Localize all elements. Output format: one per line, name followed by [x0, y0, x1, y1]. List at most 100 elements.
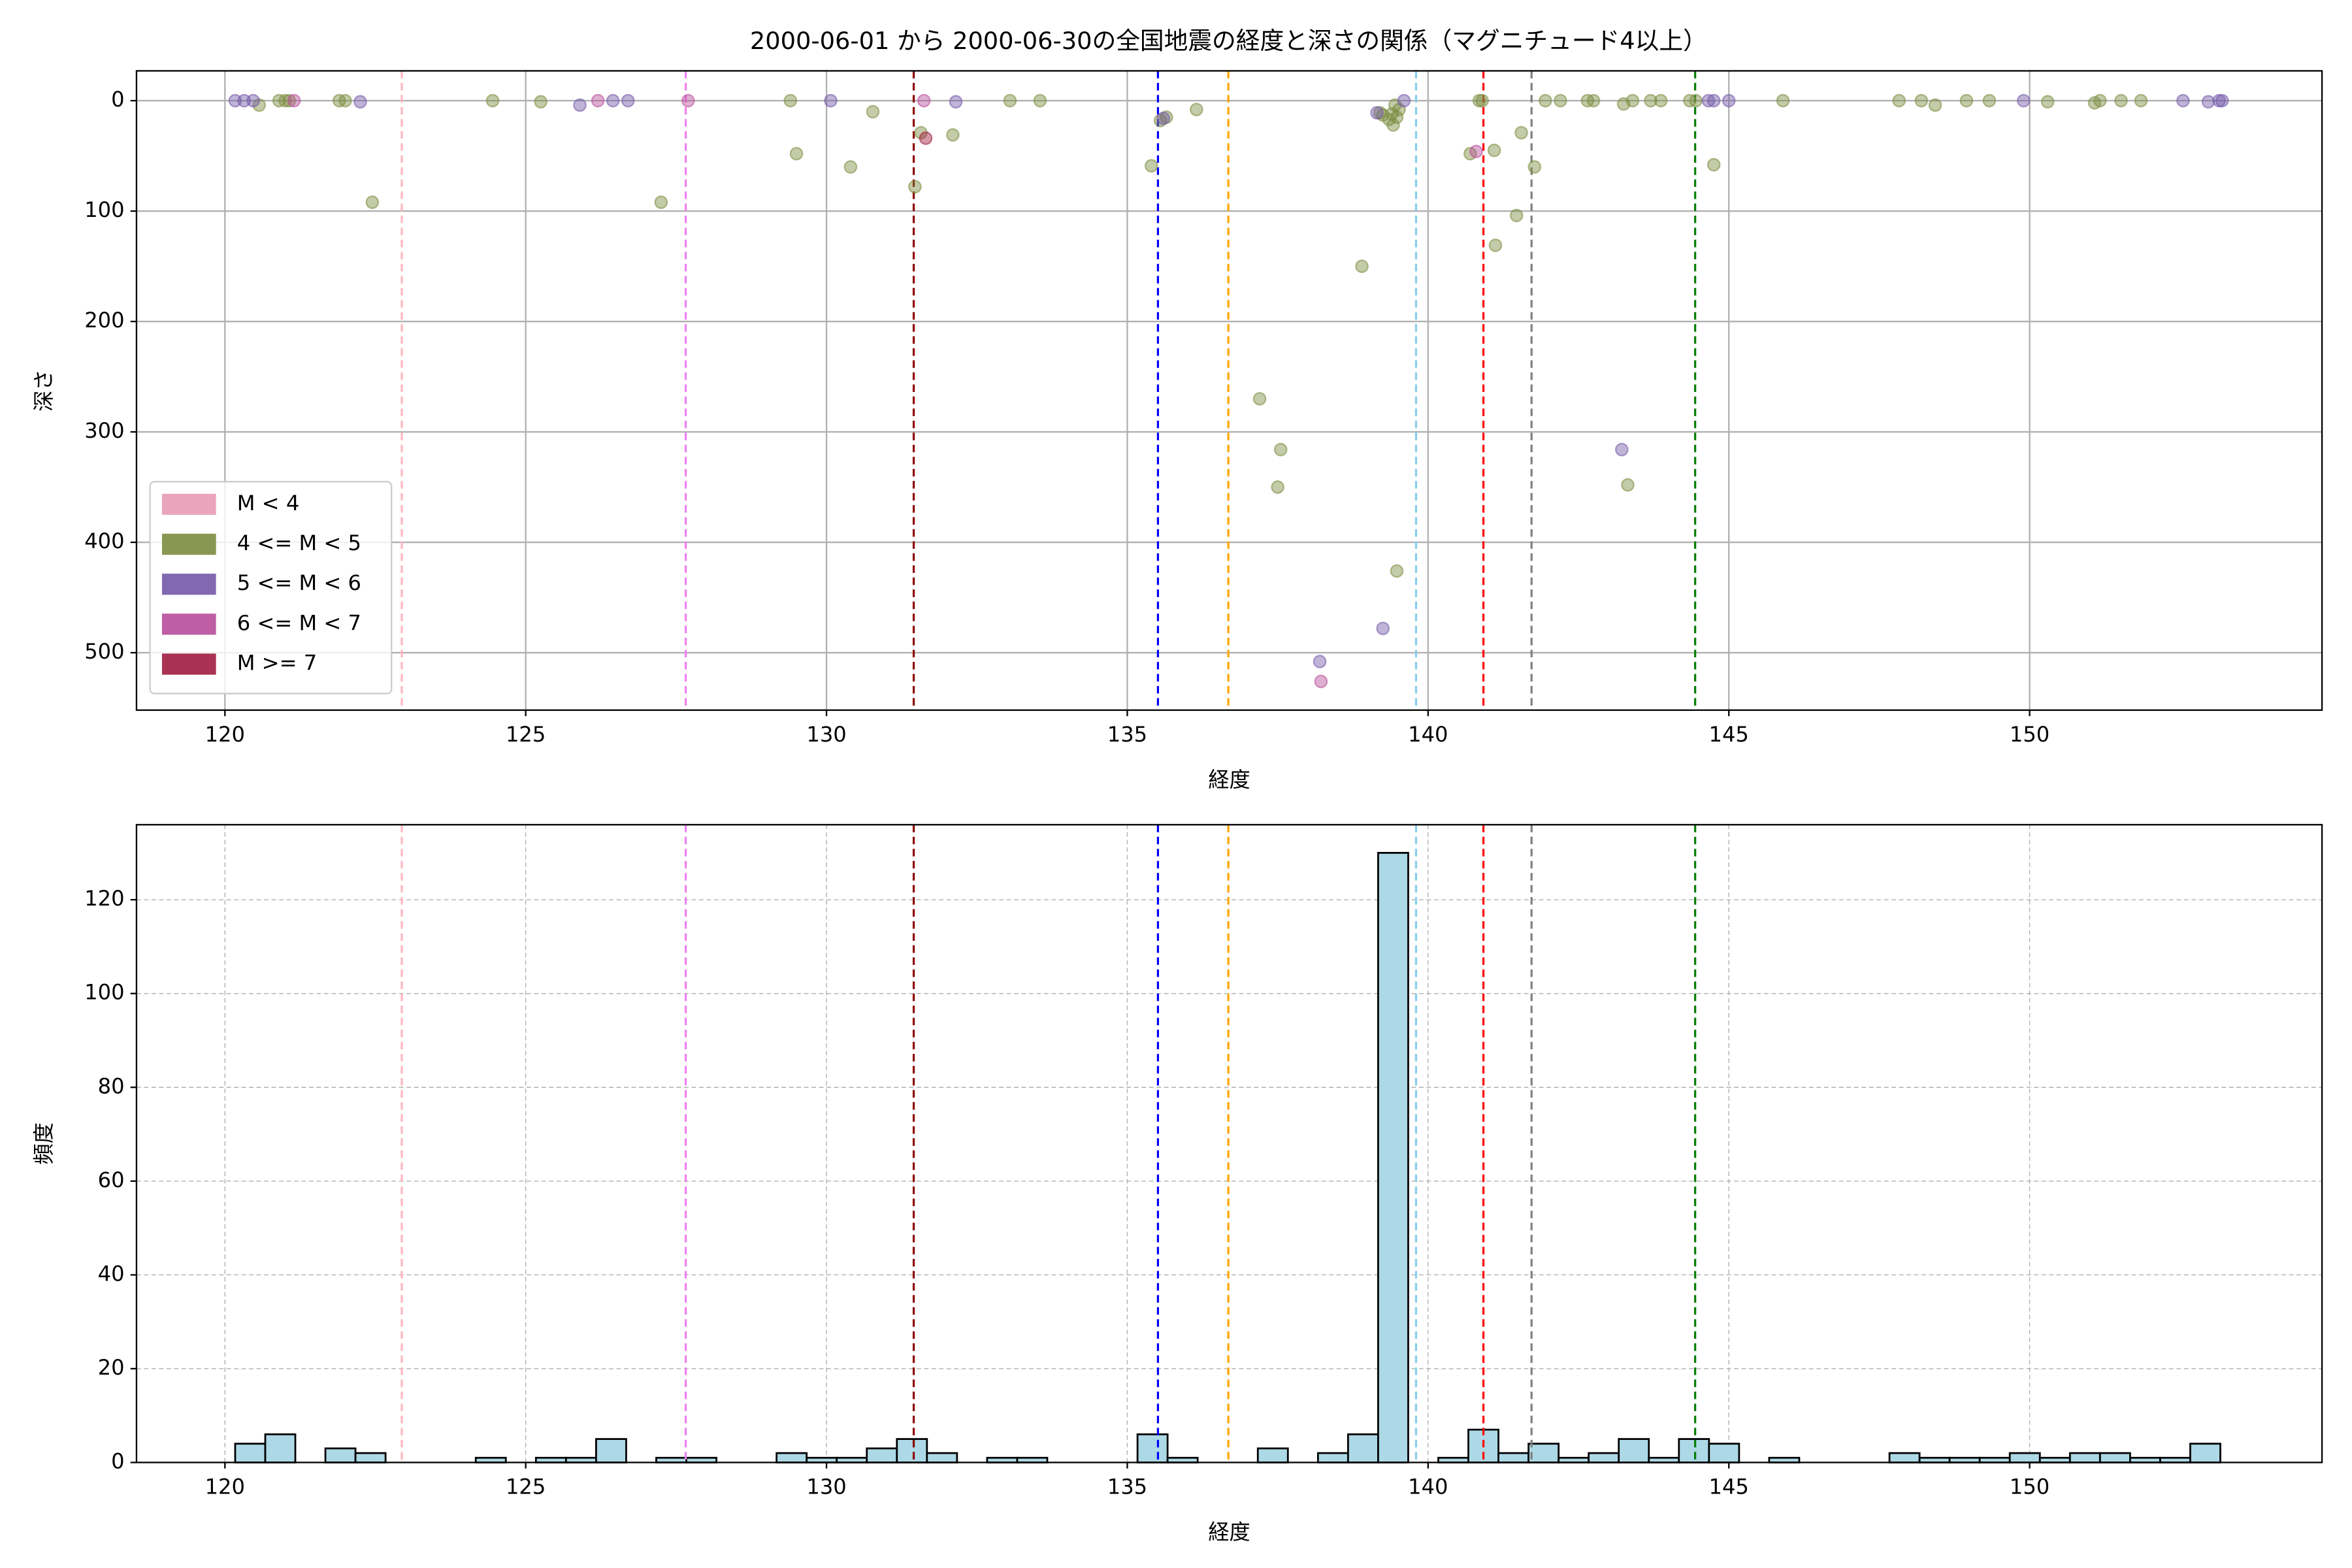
y-tick-label: 500 [84, 639, 124, 664]
y-tick-label: 200 [84, 308, 124, 333]
x-tick-label: 125 [506, 1475, 546, 1499]
y-tick-label: 40 [98, 1261, 125, 1286]
histogram-bar [1588, 1452, 1620, 1463]
point [1654, 93, 1668, 108]
point [338, 93, 352, 108]
histogram-bar [926, 1452, 958, 1463]
histogram-bar [1316, 1452, 1349, 1463]
histogram-bar [1497, 1452, 1529, 1463]
point [1370, 106, 1384, 120]
point [1273, 442, 1288, 457]
histogram-bar [1618, 1438, 1650, 1463]
x-tick-label: 120 [205, 1475, 245, 1499]
y-tick-label: 400 [84, 529, 124, 553]
histogram-bar [866, 1447, 898, 1463]
point [1314, 674, 1328, 689]
x-tick-label: 135 [1107, 722, 1147, 747]
point [246, 93, 260, 108]
histogram-bar [2008, 1452, 2041, 1463]
point [534, 95, 548, 109]
x-tick-label: 140 [1408, 722, 1448, 747]
point [1959, 93, 1974, 108]
y-tick-label: 120 [84, 886, 124, 911]
point [1614, 442, 1629, 457]
histogram-bar [1678, 1438, 1710, 1463]
x-tick-label: 135 [1107, 1475, 1147, 1499]
x-tick-label: 140 [1408, 1475, 1448, 1499]
point [789, 146, 804, 161]
point [1003, 93, 1017, 108]
point [1644, 93, 1658, 108]
x-tick-label: 150 [2010, 1475, 2050, 1499]
point [573, 98, 587, 112]
point [2040, 95, 2055, 109]
point [1376, 621, 1390, 636]
histogram-bar [1377, 851, 1409, 1463]
legend-swatch [161, 574, 216, 595]
point [1487, 143, 1501, 157]
point [824, 93, 838, 108]
legend-swatch [161, 493, 216, 515]
point [949, 95, 963, 109]
point [1488, 238, 1503, 252]
point [1033, 93, 1047, 108]
y-tick-label: 0 [111, 1448, 124, 1473]
point [1469, 144, 1483, 159]
histogram-bar [264, 1433, 297, 1463]
histogram-bar [1888, 1452, 1921, 1463]
histogram-bar [1527, 1443, 1560, 1463]
legend-label: M >= 7 [237, 650, 317, 675]
histogram-bar [896, 1438, 928, 1463]
y-tick-label: 80 [98, 1073, 125, 1098]
y-tick-label: 300 [84, 418, 124, 443]
x-axis-label: 経度 [1208, 767, 1250, 792]
plot-frame [135, 70, 2323, 711]
point [1271, 480, 1284, 494]
y-tick-label: 20 [98, 1355, 125, 1380]
point [1397, 93, 1411, 108]
x-tick-label: 145 [1709, 1475, 1749, 1499]
point [1386, 118, 1400, 132]
point [621, 93, 635, 108]
legend-swatch [161, 613, 216, 635]
point [843, 160, 858, 174]
x-axis-label: 経度 [1208, 1520, 1250, 1544]
histogram-bar [2189, 1443, 2221, 1463]
point [1313, 655, 1327, 668]
point [1514, 125, 1528, 140]
legend-label: 5 <= M < 6 [237, 570, 361, 595]
point [1776, 93, 1790, 108]
legend-swatch [161, 533, 216, 555]
point [2134, 93, 2148, 108]
point [654, 195, 668, 209]
point [282, 93, 297, 108]
point [1390, 564, 1404, 578]
histogram-bar [354, 1452, 387, 1463]
histogram-bar [1136, 1433, 1169, 1463]
point [1355, 259, 1369, 273]
point [917, 93, 931, 108]
x-tick-label: 145 [1709, 722, 1749, 747]
point [1621, 478, 1635, 492]
point [1689, 93, 1703, 108]
y-axis-label: 深さ [31, 369, 56, 412]
y-tick-label: 60 [98, 1168, 125, 1192]
x-tick-label: 130 [806, 1475, 846, 1499]
point [485, 93, 500, 108]
histogram-bar [595, 1438, 627, 1463]
y-tick-label: 100 [84, 980, 124, 1005]
point [1475, 93, 1490, 108]
y-tick-label: 0 [111, 87, 124, 112]
point [1722, 93, 1736, 108]
point [1707, 93, 1721, 108]
x-tick-label: 120 [205, 722, 245, 747]
point [1189, 103, 1203, 116]
point [1586, 93, 1601, 108]
plot-frame [135, 824, 2323, 1463]
point [1554, 93, 1567, 108]
point [1892, 93, 1906, 108]
point [1539, 93, 1552, 108]
point [2017, 93, 2031, 108]
